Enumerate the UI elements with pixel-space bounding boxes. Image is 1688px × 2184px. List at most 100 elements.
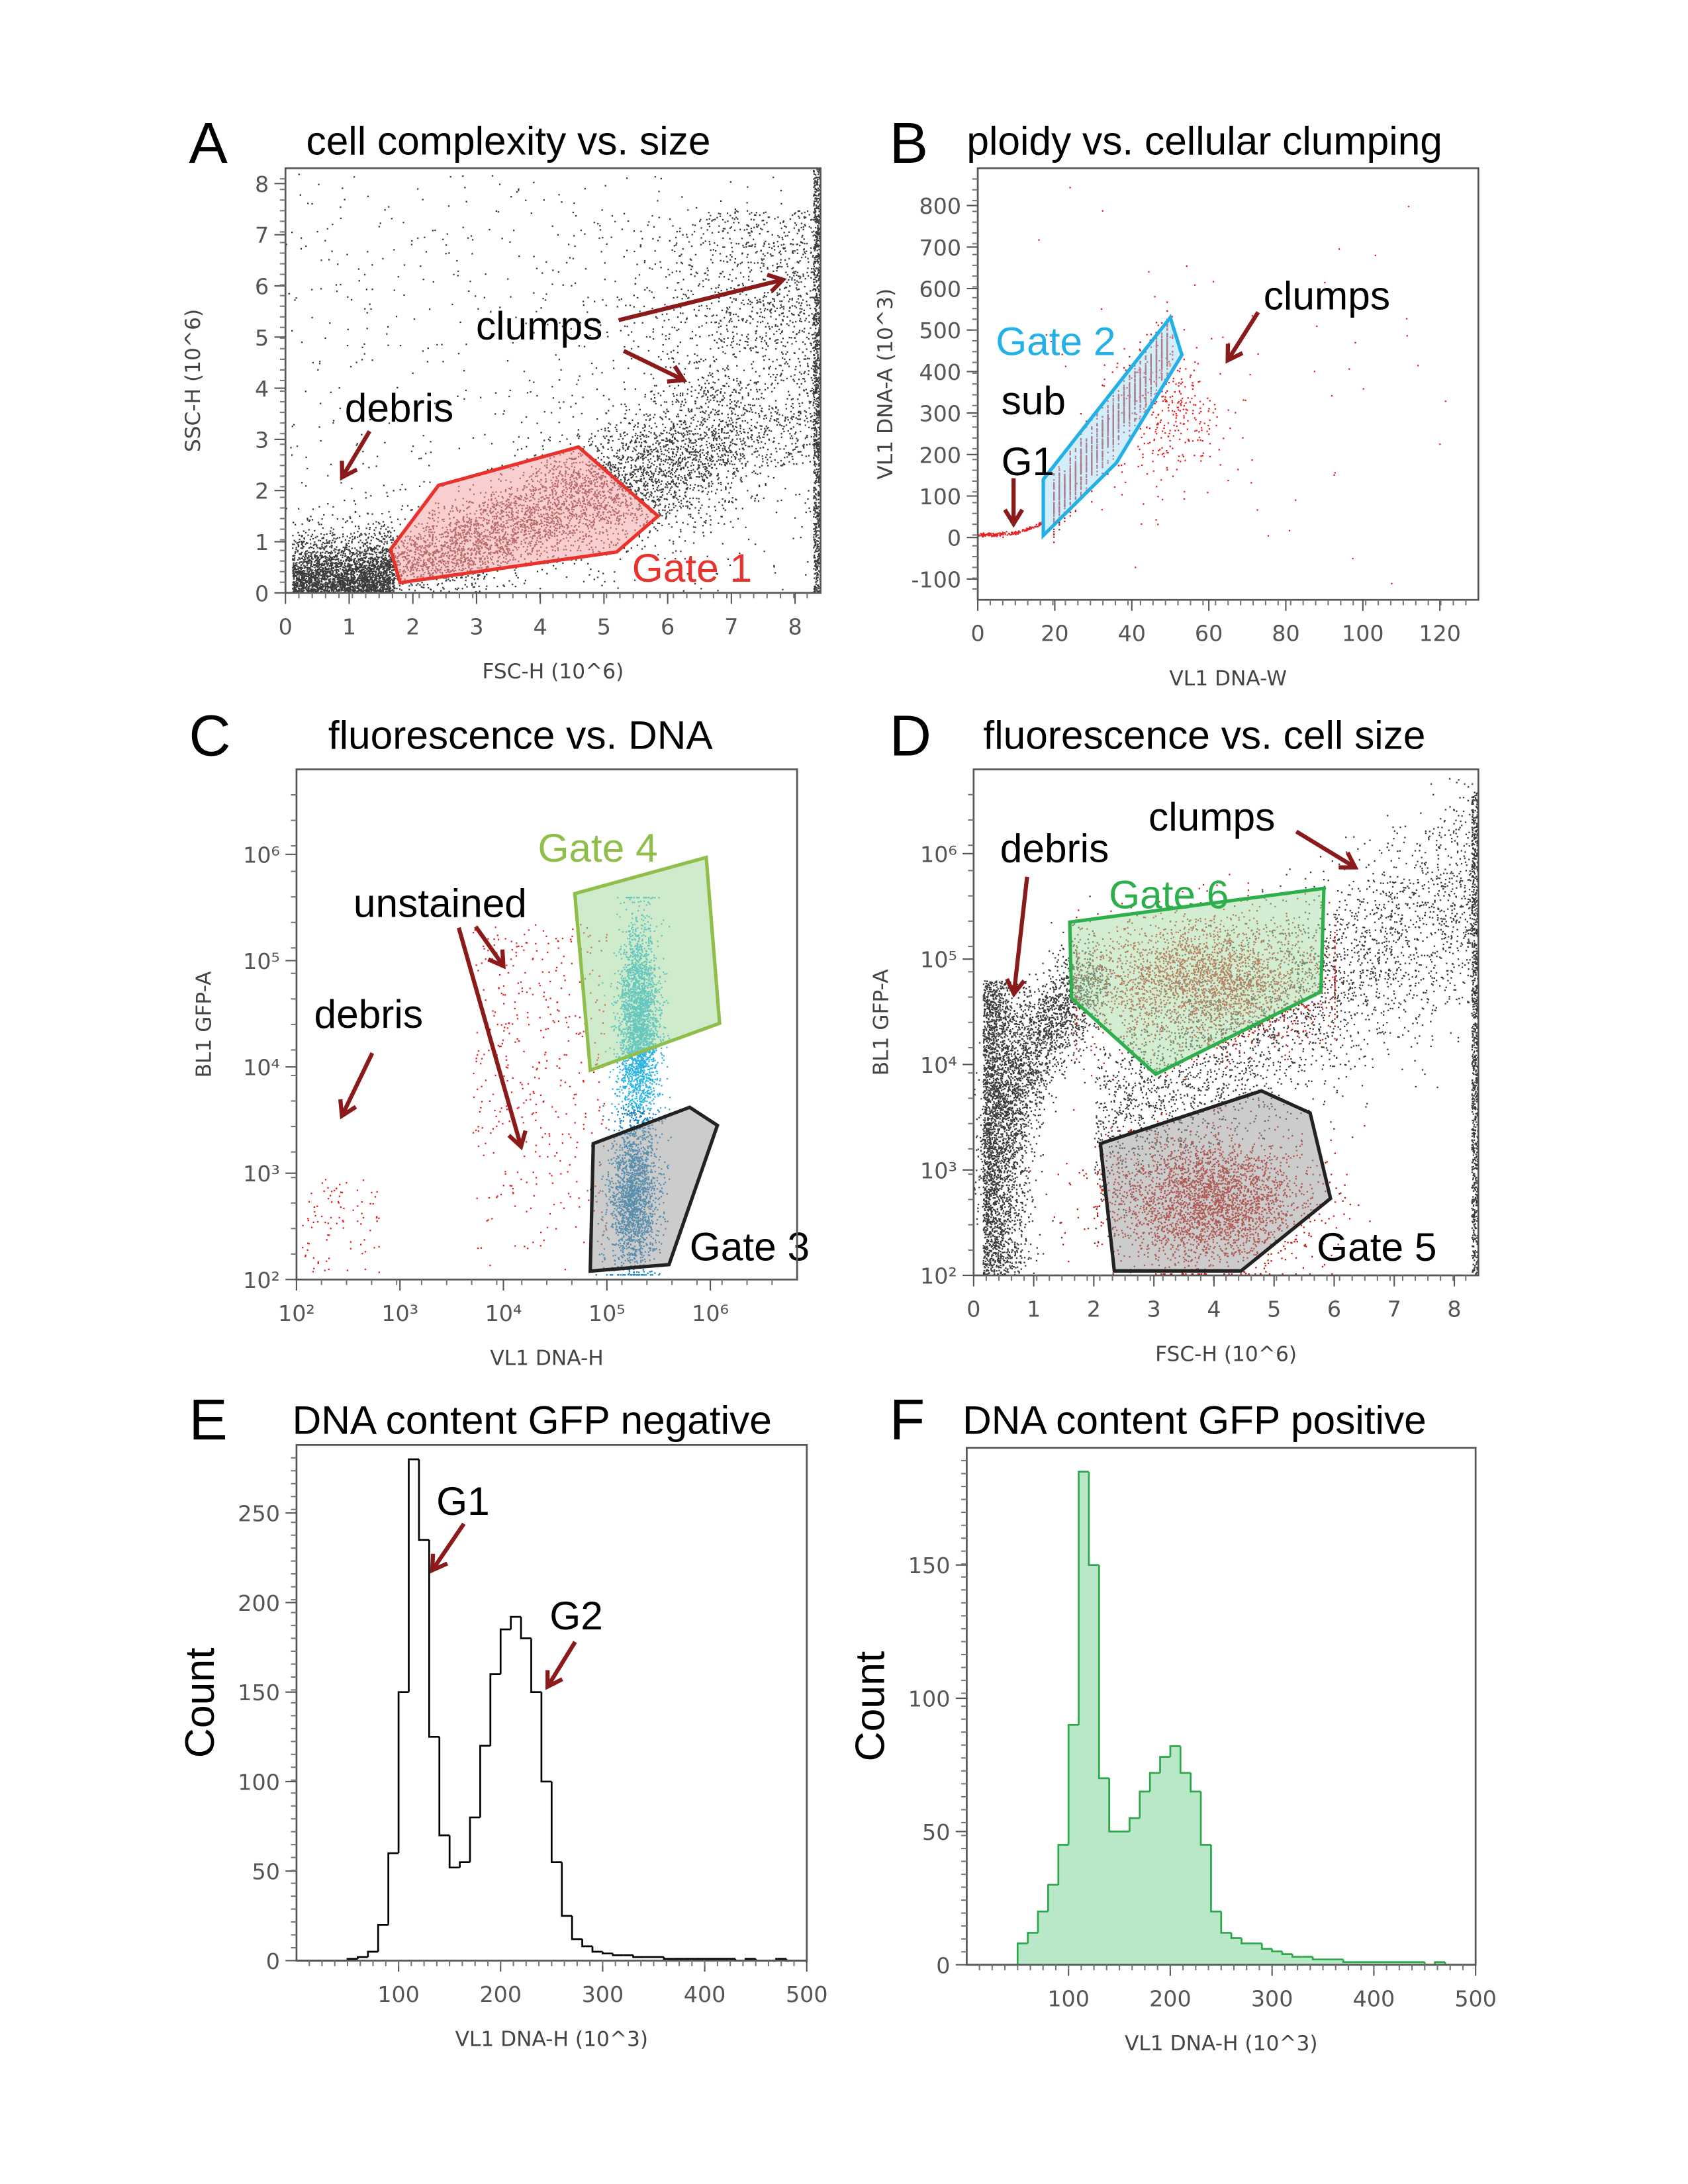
- scatter-point: [732, 439, 733, 440]
- scatter-point: [332, 572, 334, 573]
- scatter-point: [698, 490, 699, 491]
- scatter-point: [337, 566, 338, 567]
- scatter-point: [327, 569, 328, 570]
- scatter-point: [310, 573, 311, 574]
- scatter-point: [347, 535, 348, 537]
- scatter-point: [326, 570, 328, 572]
- scatter-point: [329, 546, 330, 547]
- scatter-point: [682, 446, 684, 447]
- scatter-point: [382, 555, 383, 557]
- scatter-point: [319, 582, 320, 583]
- scatter-point: [350, 559, 352, 560]
- scatter-point: [623, 471, 624, 472]
- scatter-point: [379, 540, 380, 541]
- scatter-point: [694, 527, 696, 528]
- scatter-point: [590, 443, 592, 445]
- scatter-point: [375, 570, 377, 572]
- scatter-point: [339, 537, 340, 538]
- scatter-point: [371, 580, 373, 582]
- scatter-point: [673, 433, 674, 435]
- scatter-point: [299, 571, 300, 572]
- scatter-point: [381, 525, 382, 527]
- scatter-point: [373, 533, 375, 534]
- scatter-point: [324, 577, 325, 578]
- scatter-point: [387, 568, 388, 569]
- scatter-point: [292, 535, 293, 536]
- scatter-point: [625, 450, 626, 451]
- scatter-point: [638, 404, 639, 405]
- scatter-point: [461, 576, 462, 578]
- scatter-point: [369, 533, 370, 534]
- scatter-point: [330, 527, 332, 528]
- scatter-point: [371, 576, 373, 578]
- scatter-point: [295, 553, 296, 554]
- scatter-point: [352, 541, 353, 542]
- scatter-point: [352, 569, 353, 570]
- scatter-point: [696, 408, 698, 409]
- scatter-point: [390, 532, 391, 533]
- scatter-point: [712, 460, 714, 461]
- scatter-point: [326, 543, 328, 544]
- scatter-point: [732, 477, 733, 478]
- scatter-point: [641, 453, 643, 455]
- scatter-point: [383, 558, 384, 559]
- scatter-point: [318, 506, 320, 508]
- scatter-point: [694, 429, 696, 430]
- scatter-point: [390, 516, 391, 518]
- scatter-point: [380, 590, 381, 592]
- scatter-point: [670, 473, 671, 475]
- scatter-point: [400, 523, 401, 525]
- scatter-point: [363, 565, 365, 567]
- scatter-point: [742, 398, 743, 399]
- scatter-point: [618, 439, 620, 440]
- scatter-point: [366, 569, 367, 570]
- scatter-point: [389, 578, 391, 579]
- scatter-point: [626, 406, 627, 407]
- scatter-point: [692, 489, 694, 490]
- scatter-point: [375, 559, 376, 560]
- scatter-point: [326, 545, 327, 547]
- scatter-point: [357, 554, 359, 555]
- scatter-point: [603, 435, 604, 437]
- scatter-point: [320, 553, 321, 554]
- scatter-point: [356, 561, 357, 562]
- scatter-point: [314, 541, 315, 543]
- scatter-point: [665, 413, 666, 414]
- scatter-point: [668, 452, 669, 453]
- scatter-point: [335, 549, 336, 550]
- scatter-point: [669, 490, 671, 491]
- panel-A: Acell complexity vs. sizeGate 10 1 2 3 4 5 6 7 8…: [181, 111, 821, 684]
- scatter-point: [349, 557, 350, 559]
- scatter-point: [722, 443, 723, 444]
- scatter-point: [465, 576, 467, 578]
- scatter-point: [374, 551, 375, 553]
- scatter-point: [337, 577, 338, 578]
- scatter-point: [305, 587, 306, 588]
- scatter-point: [364, 551, 365, 552]
- scatter-point: [344, 573, 345, 574]
- scatter-point: [352, 589, 353, 590]
- scatter-point: [334, 569, 336, 570]
- scatter-point: [391, 567, 392, 568]
- scatter-point: [665, 461, 666, 462]
- scatter-point: [722, 504, 723, 506]
- scatter-point: [332, 587, 334, 588]
- scatter-point: [377, 569, 379, 570]
- scatter-point: [298, 557, 299, 559]
- scatter-point: [321, 587, 322, 588]
- scatter-point: [679, 496, 680, 497]
- scatter-point: [589, 445, 590, 446]
- scatter-point: [376, 559, 377, 561]
- scatter-point: [688, 446, 689, 447]
- scatter-point: [308, 557, 309, 558]
- scatter-point: [313, 585, 314, 586]
- scatter-point: [673, 459, 674, 461]
- scatter-point: [363, 573, 364, 574]
- scatter-point: [745, 465, 746, 467]
- scatter-point: [699, 428, 700, 430]
- scatter-point: [694, 484, 696, 485]
- scatter-point: [306, 553, 308, 554]
- scatter-point: [326, 585, 328, 586]
- scatter-point: [643, 494, 645, 496]
- scatter-point: [659, 455, 660, 457]
